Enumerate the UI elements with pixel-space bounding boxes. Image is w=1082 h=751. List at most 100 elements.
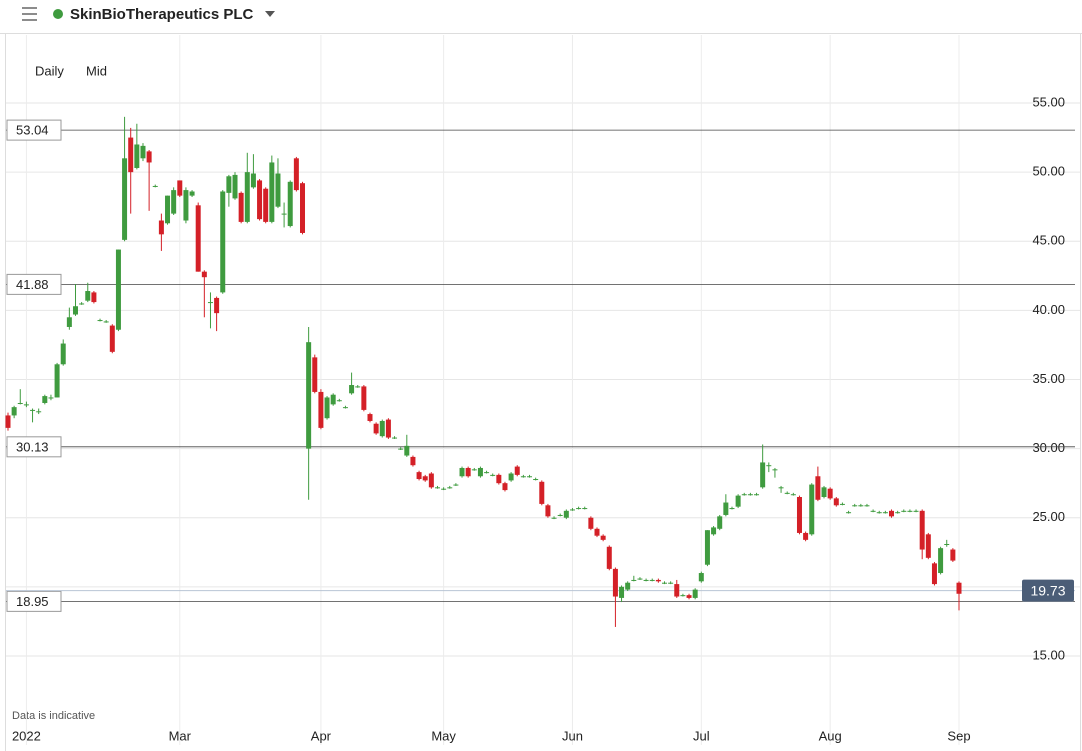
x-tick-label: Sep bbox=[947, 728, 970, 743]
candle-body bbox=[527, 476, 533, 478]
candle-body bbox=[269, 162, 275, 222]
candle bbox=[484, 470, 490, 474]
dropdown-arrow[interactable] bbox=[265, 11, 275, 17]
candle-body bbox=[557, 514, 563, 516]
candle-body bbox=[723, 502, 729, 515]
candle-body bbox=[625, 582, 631, 590]
candle bbox=[619, 585, 625, 603]
candle-body bbox=[919, 510, 925, 550]
candle-body bbox=[931, 563, 937, 585]
candle-body bbox=[232, 174, 238, 199]
candle-body bbox=[956, 582, 962, 594]
candle bbox=[269, 155, 275, 224]
candle-body bbox=[103, 321, 109, 323]
candle bbox=[704, 530, 710, 567]
candle-body bbox=[938, 548, 944, 574]
y-tick-label: 30.00 bbox=[1032, 440, 1065, 455]
candle bbox=[72, 284, 78, 316]
candle bbox=[152, 184, 158, 188]
candle bbox=[551, 516, 557, 520]
candle-body bbox=[717, 516, 723, 529]
candle bbox=[631, 575, 637, 582]
candle bbox=[36, 408, 42, 415]
interval[interactable]: Daily bbox=[35, 63, 64, 78]
candle-body bbox=[312, 357, 318, 392]
candle bbox=[324, 396, 330, 420]
level-box bbox=[6, 590, 62, 612]
candle bbox=[882, 510, 888, 514]
candle-body bbox=[447, 487, 453, 489]
candle bbox=[766, 462, 772, 473]
candle-body bbox=[422, 476, 428, 481]
candle-body bbox=[85, 291, 91, 301]
candle-body bbox=[950, 549, 956, 561]
candle-body bbox=[226, 176, 232, 193]
candle-body bbox=[821, 487, 827, 497]
candle bbox=[453, 483, 459, 486]
candle-body bbox=[122, 158, 128, 240]
candle bbox=[692, 588, 698, 600]
candle bbox=[833, 496, 839, 507]
candle bbox=[459, 466, 465, 478]
candle-body bbox=[508, 473, 514, 481]
candle bbox=[361, 385, 367, 412]
candle bbox=[539, 480, 545, 506]
candle bbox=[747, 492, 753, 496]
candle-body bbox=[809, 484, 815, 535]
candle-body bbox=[367, 414, 373, 421]
candle bbox=[97, 318, 103, 322]
menu-icon[interactable] bbox=[22, 7, 37, 21]
candle bbox=[815, 466, 821, 502]
candle bbox=[158, 213, 164, 251]
candle-body bbox=[250, 173, 256, 188]
candle-body bbox=[330, 394, 336, 405]
candle-body bbox=[11, 407, 17, 416]
y-tick-label: 50.00 bbox=[1032, 164, 1065, 179]
candle bbox=[600, 534, 606, 542]
candle bbox=[514, 465, 520, 477]
candle bbox=[85, 282, 91, 303]
candle-body bbox=[293, 158, 299, 191]
last-price-box bbox=[1022, 579, 1074, 602]
candle bbox=[790, 492, 796, 496]
candle bbox=[42, 394, 48, 405]
candle-body bbox=[637, 578, 643, 580]
candle bbox=[398, 447, 404, 450]
candle bbox=[827, 487, 833, 500]
candle bbox=[545, 503, 551, 518]
candle-body bbox=[852, 505, 858, 507]
candle bbox=[165, 195, 171, 225]
level-box bbox=[6, 273, 62, 295]
instrument-title[interactable]: SkinBioTherapeutics PLC bbox=[70, 6, 254, 23]
x-tick-label: Mar bbox=[169, 728, 192, 743]
candle-body bbox=[91, 292, 97, 303]
candle bbox=[349, 372, 355, 395]
candle-body bbox=[220, 191, 226, 293]
candle bbox=[428, 472, 434, 489]
candle bbox=[931, 561, 937, 586]
candle bbox=[698, 571, 704, 583]
price-type[interactable]: Mid bbox=[86, 63, 107, 78]
candle-body bbox=[674, 584, 680, 597]
candle bbox=[569, 508, 575, 511]
candle-body bbox=[864, 505, 870, 507]
candle-body bbox=[398, 448, 404, 450]
candle bbox=[201, 270, 207, 318]
candle bbox=[711, 526, 717, 536]
candle bbox=[189, 190, 195, 198]
candle-body bbox=[428, 473, 434, 488]
candle-body bbox=[300, 183, 306, 233]
candle-body bbox=[195, 205, 201, 272]
candle bbox=[416, 470, 422, 481]
candle-body bbox=[373, 423, 379, 434]
candle-body bbox=[704, 530, 710, 565]
candle bbox=[465, 466, 471, 478]
candle-body bbox=[471, 469, 477, 471]
candle-body bbox=[569, 509, 575, 511]
candle bbox=[214, 296, 220, 332]
candle-body bbox=[490, 474, 496, 476]
candle bbox=[471, 467, 477, 471]
candle bbox=[637, 577, 643, 580]
candle-body bbox=[692, 589, 698, 598]
